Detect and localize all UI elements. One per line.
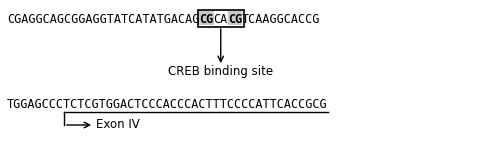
Text: CA: CA xyxy=(214,13,228,26)
Text: TGGAGCCCTCTCGTGGACTCCCACCCACTTTCCCCATTCACCGCG: TGGAGCCCTCTCGTGGACTCCCACCCACTTTCCCCATTCA… xyxy=(7,98,328,111)
Text: TCAAGGCACCG: TCAAGGCACCG xyxy=(242,13,320,26)
Text: CG: CG xyxy=(200,13,213,26)
Text: Exon IV: Exon IV xyxy=(96,119,140,131)
Text: CGAGGCAGCGGAGGTATCATATGACAG: CGAGGCAGCGGAGGTATCATATGACAG xyxy=(7,13,200,26)
Bar xyxy=(198,9,244,26)
Text: CG: CG xyxy=(228,13,242,26)
Text: CREB binding site: CREB binding site xyxy=(168,65,274,78)
Bar xyxy=(228,11,242,25)
Bar xyxy=(200,11,213,25)
